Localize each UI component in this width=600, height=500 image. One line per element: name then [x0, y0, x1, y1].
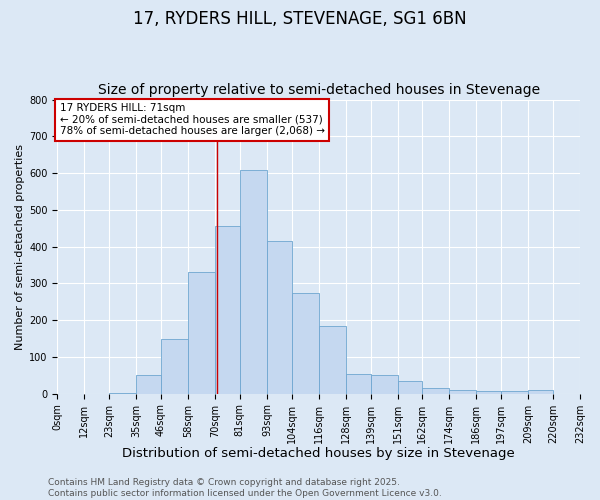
- Title: Size of property relative to semi-detached houses in Stevenage: Size of property relative to semi-detach…: [98, 83, 540, 97]
- X-axis label: Distribution of semi-detached houses by size in Stevenage: Distribution of semi-detached houses by …: [122, 447, 515, 460]
- Y-axis label: Number of semi-detached properties: Number of semi-detached properties: [15, 144, 25, 350]
- Bar: [161, 338, 188, 394]
- Bar: [267, 241, 292, 394]
- Bar: [240, 170, 267, 394]
- Text: 17 RYDERS HILL: 71sqm
← 20% of semi-detached houses are smaller (537)
78% of sem: 17 RYDERS HILL: 71sqm ← 20% of semi-deta…: [59, 103, 325, 136]
- Bar: [422, 388, 449, 394]
- Bar: [449, 390, 476, 394]
- Text: Contains HM Land Registry data © Crown copyright and database right 2025.
Contai: Contains HM Land Registry data © Crown c…: [48, 478, 442, 498]
- Bar: [215, 226, 240, 394]
- Bar: [371, 376, 398, 394]
- Bar: [188, 272, 215, 394]
- Bar: [109, 392, 136, 394]
- Bar: [501, 391, 528, 394]
- Bar: [398, 381, 422, 394]
- Bar: [319, 326, 346, 394]
- Text: 17, RYDERS HILL, STEVENAGE, SG1 6BN: 17, RYDERS HILL, STEVENAGE, SG1 6BN: [133, 10, 467, 28]
- Bar: [292, 292, 319, 394]
- Bar: [136, 376, 161, 394]
- Bar: [528, 390, 553, 394]
- Bar: [476, 391, 501, 394]
- Bar: [346, 374, 371, 394]
